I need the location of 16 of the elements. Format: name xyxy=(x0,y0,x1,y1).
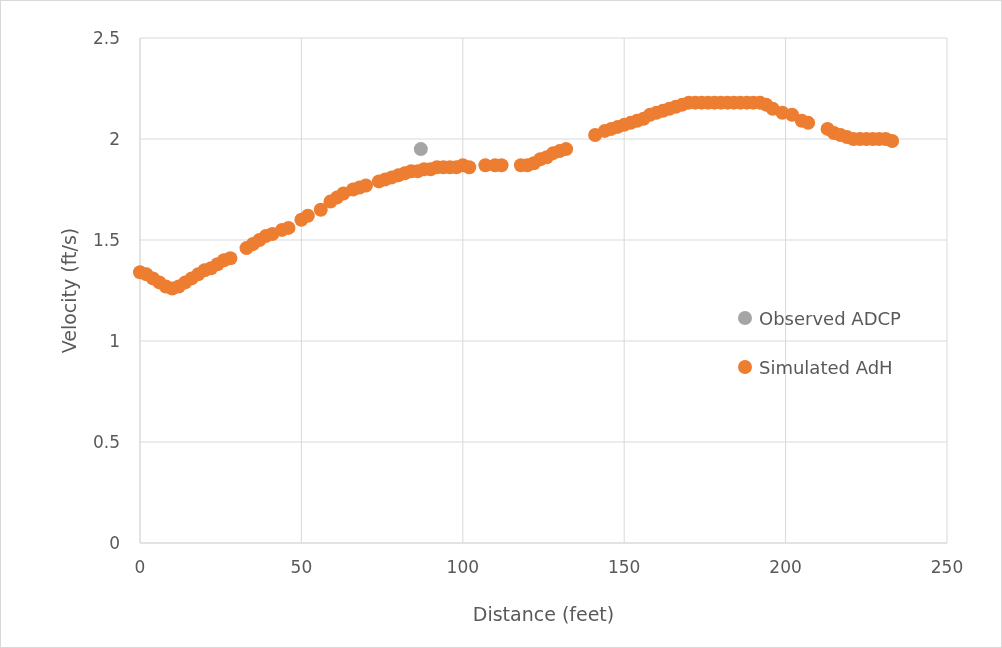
x-axis-title: Distance (feet) xyxy=(472,603,615,625)
y-tick-label: 1.5 xyxy=(92,230,120,250)
legend-label: Simulated AdH xyxy=(759,357,893,378)
y-axis-title: Velocity (ft/s) xyxy=(58,227,80,354)
y-tick-label: 0.5 xyxy=(92,432,120,452)
x-tick-label: 150 xyxy=(607,557,641,577)
y-tick-label: 0 xyxy=(109,533,120,553)
y-tick-label: 2 xyxy=(109,129,120,149)
x-tick-label: 100 xyxy=(446,557,480,577)
x-tick-label: 200 xyxy=(769,557,802,577)
x-tick-label: 250 xyxy=(930,557,964,577)
x-tick-label: 0 xyxy=(134,557,146,577)
legend-label: Observed ADCP xyxy=(759,308,902,329)
y-tick-label: 1 xyxy=(109,331,120,351)
y-tick-label: 2.5 xyxy=(92,28,120,48)
x-tick-label: 50 xyxy=(290,557,313,577)
